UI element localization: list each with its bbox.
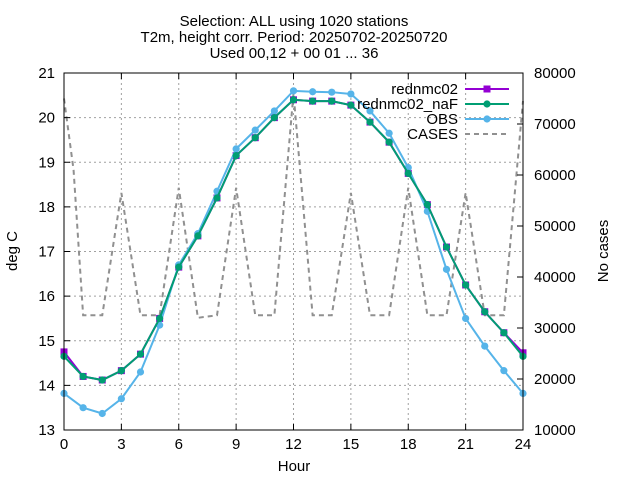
y2-tick-label: 60000: [534, 167, 576, 184]
chart-title: Selection: ALL using 1020 stations T2m, …: [141, 13, 448, 62]
series-rednmc02-naf: [60, 96, 527, 384]
data-point: [462, 281, 470, 289]
y-tick-label: 20: [38, 110, 55, 127]
y-tick-label: 16: [38, 288, 55, 305]
data-point: [347, 101, 355, 109]
legend-entry-rednmc02: rednmc02: [391, 81, 509, 98]
data-point: [79, 404, 87, 412]
x-tick-label: 3: [117, 436, 125, 453]
data-point: [117, 395, 125, 403]
legend-label: rednmc02_naF: [357, 96, 458, 113]
data-point: [442, 243, 451, 251]
x-tick-label: 24: [515, 436, 532, 453]
y-tick-label: 14: [38, 377, 55, 394]
y2-tick-label: 30000: [534, 320, 576, 337]
data-point: [347, 90, 355, 98]
data-point: [117, 367, 125, 375]
cases-line: [63, 93, 524, 319]
legend-entry-obs: OBS: [426, 111, 509, 128]
y-tick-label: 19: [38, 154, 55, 171]
x-tick-label: 15: [343, 436, 360, 453]
data-point: [136, 350, 145, 358]
data-point: [270, 114, 278, 122]
y2-tick-label: 10000: [534, 422, 576, 439]
data-point: [213, 194, 221, 202]
x-tick-label: 6: [175, 436, 183, 453]
y-tick-label: 18: [38, 199, 55, 216]
x-tick-label: 21: [457, 436, 474, 453]
data-point: [156, 314, 164, 323]
data-point: [328, 97, 336, 105]
data-point: [194, 232, 202, 240]
y-axis-label: deg C: [4, 231, 21, 271]
data-point: [442, 265, 451, 273]
y2-tick-label: 40000: [534, 269, 576, 286]
data-point: [309, 88, 317, 96]
data-point: [404, 169, 412, 178]
data-point: [175, 263, 183, 271]
y-tick-label: 15: [38, 333, 55, 350]
data-point: [423, 201, 431, 209]
data-point: [251, 134, 259, 142]
data-point: [98, 409, 106, 418]
legend-marker: [483, 115, 491, 123]
y-tick-label: 21: [38, 65, 55, 82]
data-point: [366, 118, 374, 126]
cases-series: [63, 93, 524, 319]
axis-ticks: 0 3 6 9 12 15 18 21 24 13 14 15 16 17 18 19 20 21 10000 200…: [38, 65, 575, 453]
data-point: [366, 107, 374, 115]
data-point: [385, 129, 393, 137]
legend-entry-rednmc02-naf: rednmc02_naF: [357, 96, 509, 113]
data-point: [328, 88, 336, 96]
y2-tick-label: 20000: [534, 371, 576, 388]
data-point: [251, 126, 259, 134]
y2-tick-label: 50000: [534, 218, 576, 235]
legend-label: CASES: [407, 126, 458, 143]
data-point: [270, 107, 278, 115]
grid: [64, 73, 523, 430]
title-line-3: Used 00,12 + 00 01 ... 36: [210, 45, 379, 62]
y-tick-label: 13: [38, 422, 55, 439]
x-tick-label: 9: [232, 436, 240, 453]
y2-axis-label: No cases: [595, 220, 612, 283]
x-axis-label: Hour: [278, 458, 311, 475]
data-point: [289, 96, 298, 104]
data-point: [136, 368, 145, 376]
y2-tick-label: 80000: [534, 65, 576, 82]
y-tick-label: 17: [38, 244, 55, 261]
legend-entry-cases: CASES: [407, 126, 509, 143]
data-point: [500, 367, 508, 375]
x-tick-label: 18: [400, 436, 417, 453]
data-point: [385, 138, 393, 146]
data-point: [289, 87, 298, 95]
legend-label: rednmc02: [391, 81, 458, 98]
data-point: [232, 145, 240, 153]
legend-marker: [483, 100, 491, 108]
x-tick-label: 12: [285, 436, 302, 453]
legend-marker: [483, 85, 491, 93]
data-point: [309, 97, 317, 105]
data-point: [462, 314, 470, 323]
data-point: [481, 308, 489, 316]
y2-tick-label: 70000: [534, 116, 576, 133]
data-point: [500, 329, 508, 337]
data-point: [232, 151, 240, 160]
data-point: [98, 376, 106, 384]
legend-label: OBS: [426, 111, 458, 128]
data-point: [481, 342, 489, 350]
data-point: [79, 372, 87, 381]
title-line-1: Selection: ALL using 1020 stations: [180, 13, 409, 30]
x-tick-label: 0: [60, 436, 68, 453]
title-line-2: T2m, height corr. Period: 20250702-20250…: [141, 29, 448, 46]
